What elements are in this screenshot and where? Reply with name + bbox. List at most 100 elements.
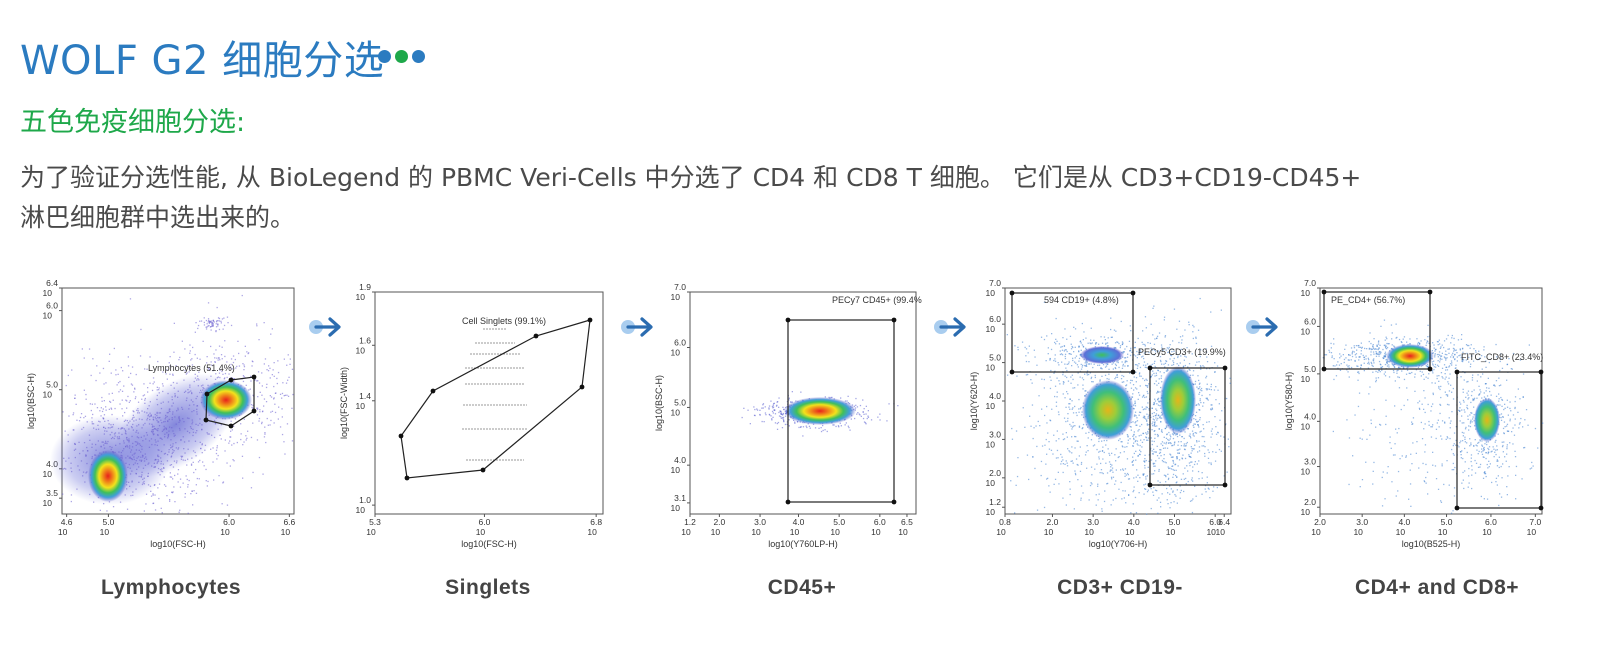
- event-dot: [1122, 351, 1124, 353]
- event-dot: [1097, 483, 1099, 485]
- event-dot: [1211, 404, 1213, 406]
- event-dot: [1392, 364, 1395, 367]
- event-dot: [1464, 470, 1466, 472]
- event-dot: [263, 405, 265, 407]
- event-dot: [1188, 363, 1191, 365]
- event-dot: [188, 408, 190, 410]
- event-dot: [230, 324, 233, 327]
- event-dot: [1124, 365, 1126, 367]
- event-dot: [1106, 378, 1108, 380]
- event-dot: [1056, 391, 1058, 393]
- event-dot: [220, 320, 222, 322]
- event-dot: [211, 325, 213, 327]
- event-dot: [205, 319, 208, 322]
- event-dot: [888, 403, 890, 405]
- event-dot: [75, 403, 77, 405]
- event-dot: [208, 368, 210, 370]
- event-dot: [151, 465, 153, 467]
- event-dot: [1096, 463, 1098, 465]
- event-dot: [1081, 427, 1083, 430]
- event-dot: [1061, 456, 1063, 458]
- event-dot: [1349, 354, 1351, 356]
- event-dot: [109, 427, 111, 429]
- event-dot: [1100, 469, 1103, 471]
- event-dot: [1085, 337, 1087, 339]
- event-dot: [1385, 345, 1387, 347]
- event-dot: [155, 441, 157, 443]
- event-dot: [1340, 363, 1342, 365]
- event-dot: [1356, 365, 1358, 367]
- y-tick-exponent: 7.0: [989, 280, 1001, 288]
- event-dot: [130, 458, 133, 460]
- event-dot: [153, 466, 155, 468]
- event-dot: [1179, 336, 1182, 338]
- event-dot: [249, 388, 251, 390]
- event-dot: [1445, 359, 1447, 361]
- event-dot: [191, 421, 194, 423]
- event-dot: [1479, 393, 1481, 395]
- event-dot: [1069, 403, 1071, 405]
- event-dot: [1437, 365, 1440, 367]
- event-dot: [1377, 377, 1380, 379]
- event-dot: [1187, 366, 1189, 368]
- event-dot: [1152, 421, 1154, 423]
- event-dot: [269, 377, 271, 379]
- event-dot: [224, 340, 226, 342]
- event-dot: [284, 453, 286, 455]
- event-dot: [173, 351, 175, 353]
- event-dot: [224, 355, 226, 358]
- event-dot: [102, 408, 104, 410]
- event-dot: [194, 451, 196, 454]
- event-dot: [1161, 346, 1163, 348]
- event-dot: [256, 439, 259, 441]
- event-dot: [166, 432, 168, 434]
- event-dot: [1369, 332, 1371, 334]
- description: 为了验证分选性能, 从 BioLegend 的 PBMC Veri-Cells …: [20, 158, 1480, 238]
- event-dot: [118, 437, 121, 440]
- event-dot: [1147, 416, 1149, 418]
- event-dot: [1101, 342, 1104, 344]
- event-dot: [1190, 437, 1192, 439]
- event-dot: [194, 377, 197, 379]
- event-dot: [1115, 367, 1117, 370]
- event-dot: [1509, 420, 1511, 422]
- event-dot: [1467, 394, 1469, 396]
- event-dot: [1226, 397, 1228, 400]
- event-dot: [1157, 512, 1159, 514]
- event-dot: [109, 446, 111, 448]
- event-dot: [1168, 439, 1170, 441]
- event-dot: [138, 449, 140, 451]
- event-dot: [1378, 340, 1380, 342]
- event-dot: [1332, 365, 1334, 367]
- event-dot: [257, 396, 259, 398]
- event-dot: [768, 408, 770, 410]
- event-dot: [190, 390, 192, 392]
- event-dot: [83, 389, 85, 391]
- event-dot: [1010, 480, 1012, 482]
- event-dot: [1175, 352, 1177, 354]
- event-dot: [212, 319, 215, 321]
- event-dot: [196, 413, 198, 415]
- event-dot: [109, 434, 111, 436]
- event-dot: [1372, 344, 1374, 346]
- event-dot: [273, 422, 275, 424]
- event-dot: [177, 481, 179, 483]
- event-dot: [1043, 301, 1046, 303]
- event-dot: [148, 462, 150, 464]
- description-line: 为了验证分选性能, 从 BioLegend 的 PBMC Veri-Cells …: [20, 163, 1362, 192]
- event-dot: [1120, 481, 1122, 484]
- event-dot: [143, 483, 145, 485]
- event-dot: [288, 376, 290, 378]
- event-dot: [120, 451, 122, 454]
- event-dot: [761, 407, 763, 409]
- event-dot: [1197, 424, 1199, 427]
- event-dot: [1080, 406, 1082, 409]
- event-dot: [1454, 466, 1456, 469]
- event-dot: [1157, 435, 1159, 438]
- event-dot: [1161, 363, 1163, 365]
- event-dot: [1051, 408, 1053, 410]
- event-dot: [1017, 457, 1019, 459]
- event-dot: [1112, 476, 1115, 478]
- event-dot: [1486, 387, 1488, 389]
- event-dot: [1069, 451, 1071, 453]
